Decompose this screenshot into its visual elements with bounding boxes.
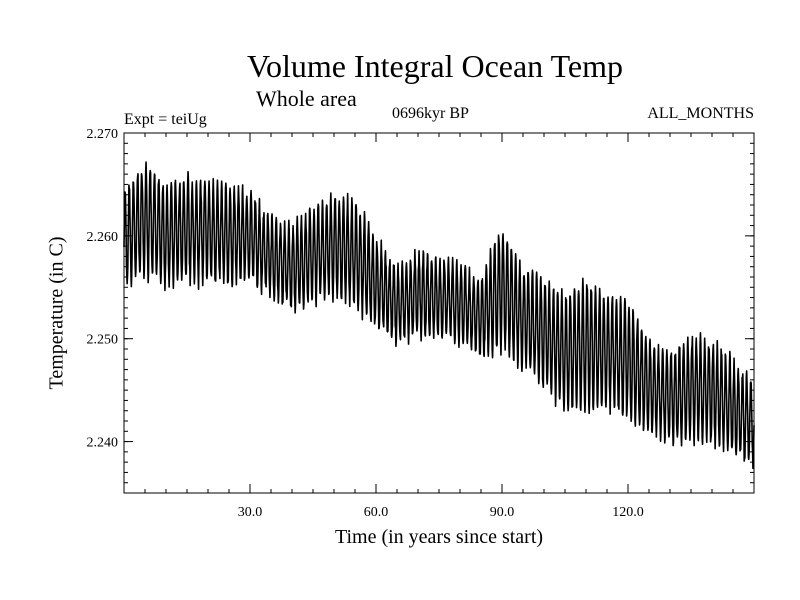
chart-title: Volume Integral Ocean Temp xyxy=(246,48,623,84)
y-tick-label: 2.260 xyxy=(87,230,119,245)
experiment-label: Expt = teiUg xyxy=(124,111,207,128)
x-tick-label: 60.0 xyxy=(364,505,389,520)
y-tick-label: 2.240 xyxy=(87,436,119,451)
y-tick-label: 2.270 xyxy=(87,127,119,142)
x-tick-label: 90.0 xyxy=(490,505,515,520)
series-layer xyxy=(123,161,755,470)
period-label: 0696kyr BP xyxy=(392,105,469,122)
x-tick-label: 120.0 xyxy=(612,505,644,520)
x-axis-label: Time (in years since start) xyxy=(334,526,544,548)
months-label: ALL_MONTHS xyxy=(647,105,754,122)
axis-ticks: 2.240 2.250 2.260 2.270 30.0 60.0 90.0 120.0 xyxy=(87,127,755,520)
y-tick-label: 2.250 xyxy=(87,333,119,348)
chart-subtitle: Whole area xyxy=(256,86,357,111)
x-tick-label: 30.0 xyxy=(238,505,263,520)
series-line xyxy=(123,161,755,470)
